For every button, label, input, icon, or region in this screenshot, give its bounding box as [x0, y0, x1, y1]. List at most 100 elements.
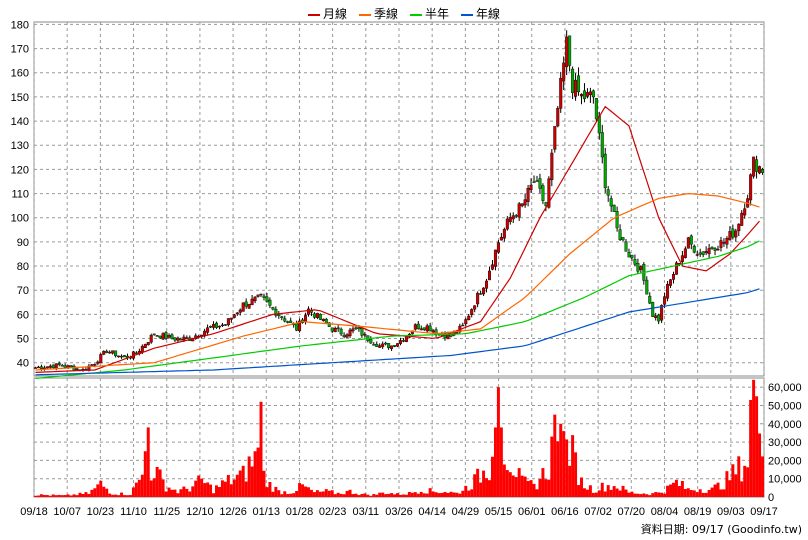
volume-bar [128, 495, 132, 497]
date-tick-label: 04/29 [452, 506, 480, 518]
volume-bar [63, 495, 67, 497]
volume-bar [585, 489, 589, 497]
candle-body [719, 240, 723, 248]
candle-body [544, 202, 548, 206]
volume-bar [734, 474, 738, 497]
candle-body [428, 325, 432, 332]
candle-body [692, 245, 696, 253]
date-tick-label: 08/19 [684, 506, 712, 518]
candle-body [627, 252, 631, 258]
candle-body [725, 238, 729, 245]
volume-bar [609, 489, 613, 497]
candle-body [390, 345, 394, 349]
candle-body [582, 90, 586, 100]
candle-body [580, 93, 584, 97]
volume-axis-labels: 0 10,000 20,000 30,000 40,000 50,000 60,000 [768, 382, 802, 504]
volume-bar [212, 493, 216, 497]
candle-body [363, 333, 367, 336]
candle-body [479, 293, 483, 295]
volume-bars [34, 379, 764, 497]
candle-body [114, 350, 118, 357]
volume-bar [143, 451, 147, 497]
volume-bar [327, 490, 331, 497]
candle-body [235, 312, 239, 315]
candle-body [743, 208, 747, 216]
volume-bar [206, 482, 210, 497]
volume-bar [399, 494, 402, 497]
candle-body [621, 237, 625, 241]
candle-body [393, 345, 397, 347]
volume-bar [188, 491, 192, 497]
candle-body [588, 91, 592, 96]
volume-bar [292, 493, 296, 497]
legend-item: 半年 [410, 5, 449, 22]
volume-bar [606, 485, 610, 497]
candle-body [108, 351, 112, 354]
candle-body [185, 337, 189, 339]
candle-body [731, 228, 735, 238]
candle-body [63, 365, 67, 368]
volume-bar [99, 480, 103, 497]
volume-bar [571, 435, 575, 497]
volume-bar [215, 485, 218, 497]
price-tick-label: 70 [17, 285, 29, 297]
date-tick-label: 01/28 [286, 506, 314, 518]
volume-bar [235, 474, 239, 497]
volume-bar [488, 480, 491, 497]
candle-body [176, 337, 180, 341]
date-tick-label: 12/10 [186, 506, 214, 518]
volume-bar [363, 493, 367, 497]
volume-bar [490, 456, 494, 497]
candle-body [535, 180, 539, 182]
volume-bar [155, 466, 159, 497]
volume-bar [443, 491, 447, 497]
volume-tick-label: 40,000 [768, 419, 802, 431]
legend-item: 年線 [461, 5, 500, 22]
price-tick-label: 80 [17, 261, 29, 273]
volume-bar [369, 495, 373, 497]
candle-body [304, 315, 308, 322]
volume-bar [123, 495, 126, 497]
candle-body [274, 308, 278, 316]
candle-body [603, 153, 607, 188]
volume-bar [743, 465, 747, 497]
volume-bar [57, 494, 61, 497]
legend-label: 半年 [425, 7, 450, 21]
volume-bar [75, 495, 79, 497]
candle-body [253, 296, 257, 302]
candle-body [669, 279, 673, 286]
volume-bar [470, 489, 474, 497]
volume-bar [280, 494, 284, 497]
candle-body [93, 364, 97, 366]
volume-bar [87, 493, 91, 497]
candle-body [532, 181, 536, 184]
volume-bar [312, 492, 316, 497]
volume-bar [51, 494, 55, 497]
candle-body [716, 248, 720, 251]
candle-body [256, 294, 260, 297]
candle-body [713, 248, 717, 251]
volume-bar [464, 485, 468, 497]
candle-body [182, 336, 186, 341]
volume-tick-label: 0 [768, 492, 774, 504]
volume-bar [425, 493, 429, 497]
candle-body [464, 319, 468, 325]
candle-body [143, 344, 147, 348]
volume-bar [375, 494, 379, 497]
volume-bar [502, 464, 506, 497]
volume-bar [307, 487, 310, 497]
candle-body [455, 332, 459, 334]
volume-bar [277, 490, 281, 497]
volume-bar [134, 482, 138, 497]
volume-bar [93, 488, 97, 497]
candle-body [431, 330, 435, 333]
candle-body [553, 126, 557, 150]
volume-bar [378, 492, 382, 497]
candle-body [752, 156, 756, 177]
grid-lines [33, 22, 765, 497]
volume-bar [81, 493, 85, 497]
candle-body [470, 309, 474, 316]
volume-bar [146, 427, 150, 497]
candle-body [728, 231, 732, 240]
